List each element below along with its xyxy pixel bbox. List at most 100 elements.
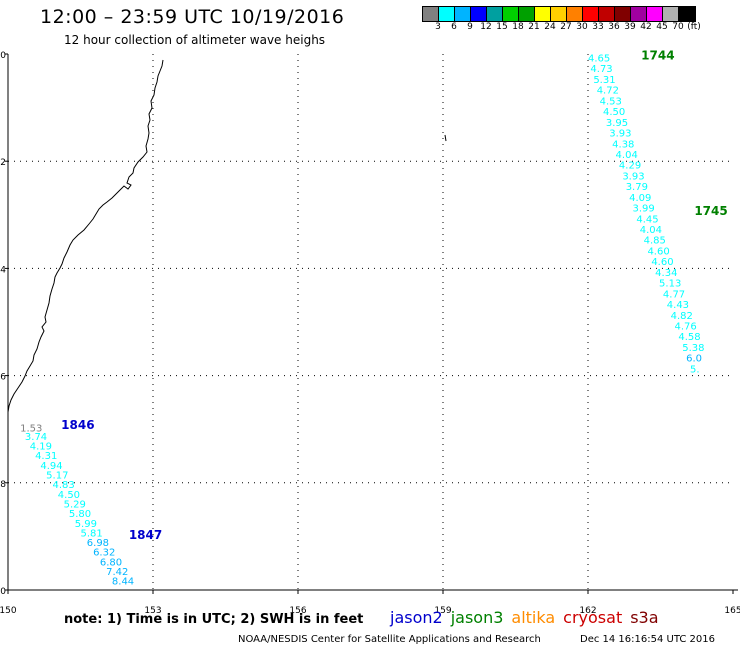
swh-value: 4.50 bbox=[58, 490, 80, 501]
color-swatch bbox=[487, 7, 503, 21]
swh-value: 4.53 bbox=[600, 96, 622, 107]
color-scale-label: 45 bbox=[656, 22, 668, 32]
swh-value: 4.58 bbox=[678, 332, 700, 343]
legend-item-jason2: jason2 bbox=[390, 608, 443, 627]
pass-jason2: 1.533.744.194.314.945.174.834.505.295.80… bbox=[20, 418, 162, 587]
swh-value: 3.93 bbox=[609, 129, 631, 140]
swh-value: 4.31 bbox=[35, 451, 57, 462]
swh-value: 3.74 bbox=[25, 432, 47, 443]
pass-time-label: 1847 bbox=[129, 528, 162, 542]
swh-value: 4.76 bbox=[675, 322, 697, 333]
pass-jason3: 4.654.735.314.724.534.503.953.934.384.04… bbox=[588, 48, 728, 375]
swh-value: 4.45 bbox=[636, 214, 658, 225]
swh-value: 5.38 bbox=[682, 343, 704, 354]
pass-time-label: 1745 bbox=[694, 204, 727, 218]
color-swatch bbox=[663, 7, 679, 21]
color-scale-label: 33 bbox=[592, 22, 604, 32]
swh-value: 3.95 bbox=[606, 118, 628, 129]
swh-value: 5.80 bbox=[69, 509, 91, 520]
color-scale-label: 15 bbox=[496, 22, 508, 32]
color-scale-label: 3 bbox=[435, 22, 441, 32]
color-swatch bbox=[503, 7, 519, 21]
color-scale-bar bbox=[422, 6, 696, 22]
color-scale-label: 27 bbox=[560, 22, 572, 32]
swh-value: 4.77 bbox=[663, 289, 685, 300]
color-swatch bbox=[679, 7, 695, 21]
swh-value: 6.80 bbox=[100, 557, 122, 568]
swh-value: 4.29 bbox=[619, 161, 641, 172]
swh-value: 5. bbox=[690, 364, 700, 375]
swh-value: 4.60 bbox=[647, 246, 669, 257]
color-swatch bbox=[551, 7, 567, 21]
map-frame bbox=[5, 54, 738, 594]
color-swatch bbox=[567, 7, 583, 21]
satellite-legend: jason2 jason3 altika cryosat s3a bbox=[390, 608, 667, 627]
pass-time-label: 1744 bbox=[641, 48, 674, 62]
lat-tick-label: -40 bbox=[0, 587, 6, 597]
swh-value: 6.98 bbox=[87, 538, 109, 549]
legend-item-s3a: s3a bbox=[630, 608, 659, 627]
swh-value: 5.13 bbox=[659, 279, 681, 290]
swh-value: 4.04 bbox=[640, 225, 662, 236]
swh-value: 6.0 bbox=[686, 354, 702, 365]
lat-tick-label: -38 bbox=[0, 480, 6, 490]
swh-value: 4.34 bbox=[655, 268, 677, 279]
swh-value: 6.32 bbox=[93, 548, 115, 559]
lon-tick-label: 156 bbox=[289, 606, 306, 616]
color-scale-label: 24 bbox=[544, 22, 556, 32]
pass-time-label: 1846 bbox=[61, 418, 94, 432]
altimeter-passes: 1.533.744.194.314.945.174.834.505.295.80… bbox=[20, 48, 728, 587]
legend-item-jason3: jason3 bbox=[450, 608, 504, 627]
swh-value: 4.94 bbox=[40, 461, 62, 472]
swh-value: 4.09 bbox=[629, 193, 651, 204]
swh-value: 4.72 bbox=[597, 86, 619, 97]
swh-value: 4.82 bbox=[671, 311, 693, 322]
swh-value: 4.83 bbox=[52, 480, 74, 491]
lat-tick-label: -32 bbox=[0, 158, 6, 168]
color-scale-label: 70 bbox=[672, 22, 684, 32]
map-title: 12:00 – 23:59 UTC 10/19/2016 bbox=[40, 6, 345, 28]
color-scale-label: 36 bbox=[608, 22, 620, 32]
footer-note: note: 1) Time is in UTC; 2) SWH is in fe… bbox=[64, 612, 364, 627]
swh-value: 4.19 bbox=[30, 442, 52, 453]
color-scale-label: 6 bbox=[451, 22, 457, 32]
swh-value: 4.60 bbox=[651, 257, 673, 268]
coastline bbox=[7, 59, 447, 413]
swh-value: 4.50 bbox=[603, 107, 625, 118]
color-scale-label: 21 bbox=[528, 22, 540, 32]
legend-item-altika: altika bbox=[511, 608, 556, 627]
color-scale-label: 18 bbox=[512, 22, 524, 32]
swh-value: 4.73 bbox=[590, 64, 612, 75]
color-swatch bbox=[423, 7, 439, 21]
color-swatch bbox=[583, 7, 599, 21]
swh-value: 7.42 bbox=[106, 567, 128, 578]
swh-value: 4.43 bbox=[667, 300, 689, 311]
lon-tick-label: 165 bbox=[724, 606, 740, 616]
lon-tick-label: 162 bbox=[579, 606, 596, 616]
swh-value: 3.79 bbox=[626, 182, 648, 193]
map-subtitle: 12 hour collection of altimeter wave hei… bbox=[64, 33, 326, 47]
swh-value: 5.81 bbox=[81, 528, 103, 539]
swh-value: 4.65 bbox=[588, 54, 610, 65]
swh-value: 1.53 bbox=[20, 423, 42, 434]
lat-tick-label: -36 bbox=[0, 373, 6, 383]
swh-value: 4.85 bbox=[644, 236, 666, 247]
swh-value: 4.04 bbox=[616, 150, 638, 161]
color-swatch bbox=[615, 7, 631, 21]
lon-tick-label: 150 bbox=[0, 606, 17, 616]
swh-value: 8.44 bbox=[112, 577, 134, 588]
swh-value: 5.17 bbox=[46, 471, 68, 482]
color-swatch bbox=[519, 7, 535, 21]
color-swatch bbox=[439, 7, 455, 21]
swh-value: 3.93 bbox=[622, 171, 644, 182]
color-scale-label: 42 bbox=[640, 22, 652, 32]
swh-value: 5.29 bbox=[64, 499, 86, 510]
lon-tick-label: 159 bbox=[434, 606, 451, 616]
color-scale-label: (ft) bbox=[687, 22, 701, 32]
map-grid bbox=[8, 54, 733, 590]
lon-tick-label: 153 bbox=[144, 606, 161, 616]
color-swatch bbox=[535, 7, 551, 21]
color-scale-label: 39 bbox=[624, 22, 636, 32]
color-swatch bbox=[647, 7, 663, 21]
